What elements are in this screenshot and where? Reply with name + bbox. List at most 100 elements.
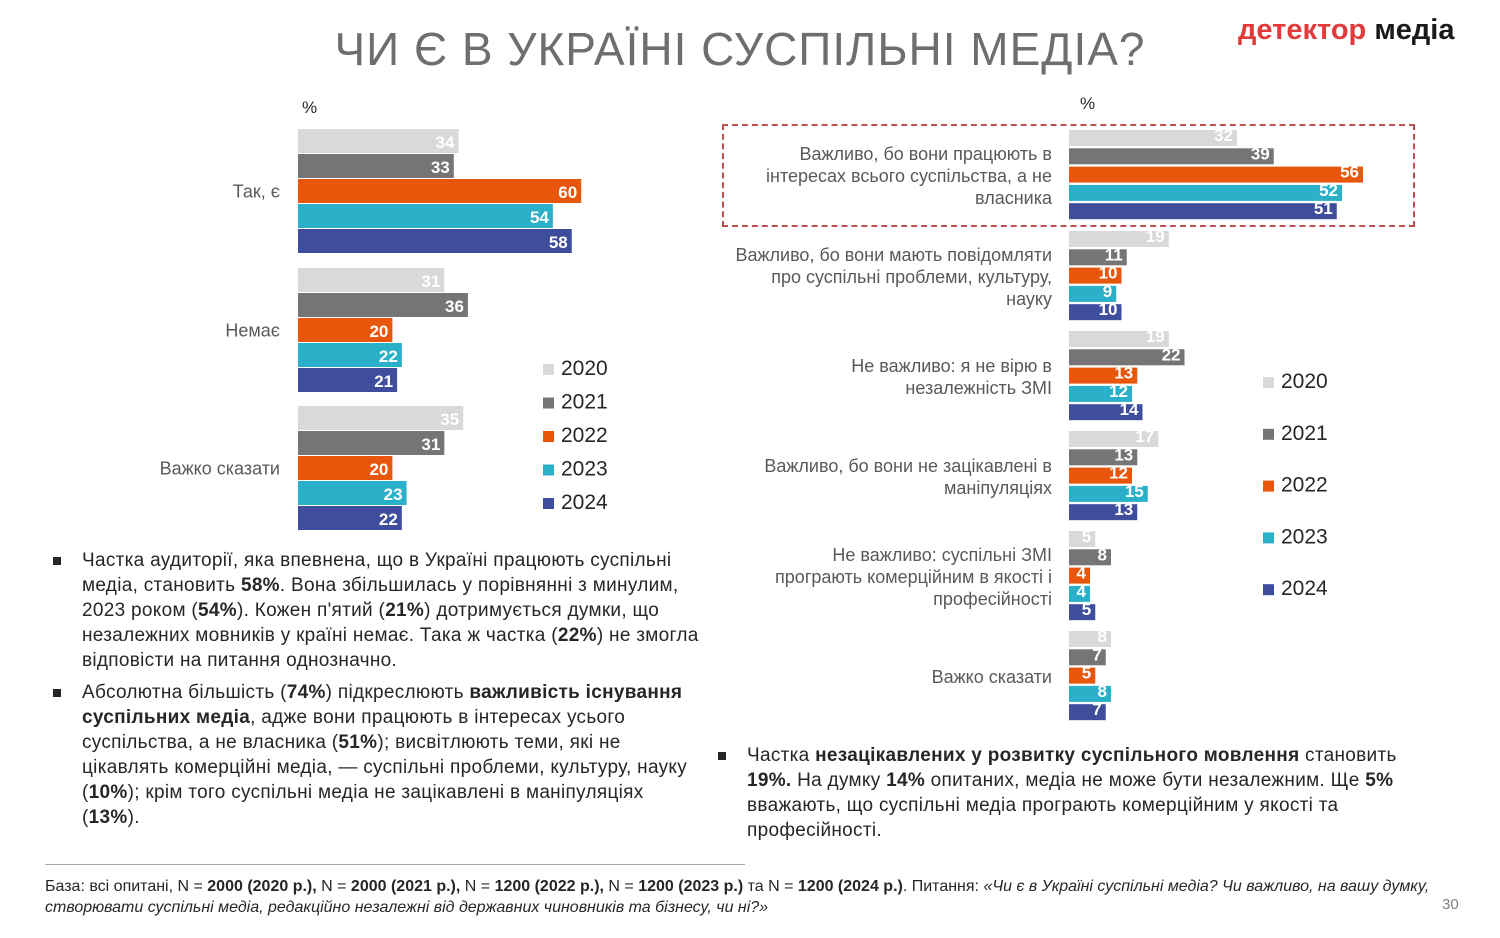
right-chart-unit-label: % xyxy=(1080,94,1096,113)
right-value-label: 14 xyxy=(1120,400,1139,419)
bullet-text-segment: опитаних, медіа не може бути незалежним.… xyxy=(925,770,1366,791)
right-legend-label: 2021 xyxy=(1281,422,1328,445)
bullet-text-segment: важливість існування суспільних медіа xyxy=(82,682,683,728)
bullet-text-segment: 58% xyxy=(240,575,280,596)
footnote-segment: 1200 (2022 р.), xyxy=(494,878,604,895)
right-bar-2022-5 xyxy=(1069,667,1096,684)
right-value-label: 12 xyxy=(1109,464,1128,483)
left-bar-2024-0 xyxy=(298,229,572,253)
right-value-label: 17 xyxy=(1135,427,1154,446)
left-legend-label: 2021 xyxy=(561,391,608,414)
left-bar-2024-2 xyxy=(298,506,402,530)
bullet-text-segment: . Вона збільшилась у порівнянні з минули… xyxy=(82,575,679,621)
left-legend-swatch-2024 xyxy=(543,498,554,509)
right-bar-2023-4 xyxy=(1069,585,1090,602)
left-bar-2020-1 xyxy=(298,268,445,292)
left-bar-2023-2 xyxy=(298,481,407,505)
right-value-label: 19 xyxy=(1146,327,1165,346)
bullet-text-segment: вважають, що суспільні медіа програють к… xyxy=(747,795,1339,841)
left-legend-label: 2023 xyxy=(561,458,608,481)
left-bar-2022-0 xyxy=(298,179,582,203)
left-bar-2021-2 xyxy=(298,431,445,455)
right-value-label: 8 xyxy=(1098,682,1107,701)
right-bar-2024-4 xyxy=(1069,604,1096,621)
bullet-text-segment: становить xyxy=(1299,745,1397,766)
left-value-label: 60 xyxy=(558,183,577,202)
bullet-text-segment: 5% xyxy=(1365,770,1394,791)
left-value-label: 36 xyxy=(445,297,464,316)
right-bar-2021-2 xyxy=(1069,349,1185,366)
logo-part-1: детектор xyxy=(1238,14,1367,46)
right-legend-swatch-2020 xyxy=(1263,377,1274,388)
footnote-segment: N = xyxy=(460,878,495,895)
left-bar-2023-1 xyxy=(298,343,402,367)
right-bar-2022-4 xyxy=(1069,567,1090,584)
right-bar-2020-1 xyxy=(1069,231,1169,247)
brand-logo: детектор медіа xyxy=(1238,14,1455,47)
left-legend-swatch-2020 xyxy=(543,364,554,375)
footnote-segment: . Питання: xyxy=(902,878,984,895)
logo-part-2: медіа xyxy=(1374,14,1455,46)
bullet-text-segment: ); висвітлюють теми, які не цікавлять ко… xyxy=(82,732,688,803)
right-summary-text: Частка незацікавлених у розвитку суспіль… xyxy=(710,743,1420,850)
highlight-frame xyxy=(722,124,1415,227)
bullet-item: Частка незацікавлених у розвитку суспіль… xyxy=(710,743,1420,843)
right-value-label: 4 xyxy=(1077,582,1087,601)
bullet-text-segment: ) не змогла відповісти на питання однозн… xyxy=(82,625,699,671)
right-bar-2020-2 xyxy=(1069,331,1169,347)
bullet-text-segment: На думку xyxy=(791,770,887,791)
right-value-label: 32 xyxy=(1214,126,1233,145)
right-bar-2024-5 xyxy=(1069,704,1106,721)
left-value-label: 20 xyxy=(369,460,388,479)
bullet-text-segment: ) дотримується думки, що незалежних мовн… xyxy=(82,600,660,646)
bullet-text-segment: 10% xyxy=(88,782,128,803)
left-value-label: 31 xyxy=(421,272,440,291)
right-bar-2022-0 xyxy=(1069,166,1363,183)
bullet-text-segment: 51% xyxy=(338,732,378,753)
footnote-divider xyxy=(45,864,745,865)
left-bar-2021-1 xyxy=(298,293,468,317)
bullet-text-segment: 21% xyxy=(385,600,425,621)
footnote-segment: 1200 (2023 р.) xyxy=(638,878,744,895)
right-bar-2020-5 xyxy=(1069,631,1111,647)
right-value-label: 15 xyxy=(1125,482,1144,501)
bullet-text-segment: 13% xyxy=(88,807,128,828)
right-value-label: 22 xyxy=(1162,345,1181,364)
right-legend-swatch-2023 xyxy=(1263,532,1274,544)
right-value-label: 7 xyxy=(1092,700,1101,719)
bullet-text-segment: , адже вони працюють в інтересах усього … xyxy=(82,707,626,753)
right-bar-2023-5 xyxy=(1069,685,1111,702)
bullet-text-segment: 19%. xyxy=(747,770,792,791)
right-value-label: 19 xyxy=(1146,227,1165,246)
footnote: База: всі опитані, N = 2000 (2020 р.), N… xyxy=(45,876,1435,918)
right-category-label: Важливо, бо вони не зацікавлені в маніпул… xyxy=(764,456,1052,498)
footnote-segment: N = xyxy=(316,878,351,895)
right-category-label: Важливо, бо вони мають повідомляти про су… xyxy=(735,245,1052,309)
left-legend-swatch-2022 xyxy=(543,431,554,442)
right-value-label: 39 xyxy=(1251,144,1270,163)
right-value-label: 5 xyxy=(1082,600,1091,619)
right-value-label: 11 xyxy=(1105,245,1123,264)
right-legend-swatch-2024 xyxy=(1263,584,1274,596)
right-bar-2021-1 xyxy=(1069,249,1127,266)
right-bar-2022-3 xyxy=(1069,467,1132,484)
right-legend-label: 2023 xyxy=(1281,525,1328,548)
left-value-label: 58 xyxy=(549,233,568,252)
right-bar-2022-2 xyxy=(1069,367,1138,384)
right-value-label: 5 xyxy=(1082,527,1091,546)
left-summary-text: Частка аудиторії, яка впевнена, що в Укр… xyxy=(45,548,705,837)
left-bar-2022-1 xyxy=(298,318,393,342)
left-value-label: 34 xyxy=(436,133,455,152)
left-bar-2023-0 xyxy=(298,204,553,228)
right-value-label: 9 xyxy=(1103,282,1112,301)
right-value-label: 13 xyxy=(1114,445,1133,464)
bullet-text-segment: Абсолютна більшість ( xyxy=(82,682,287,703)
bullet-text-segment: 14% xyxy=(886,770,926,791)
right-value-label: 52 xyxy=(1319,181,1338,200)
right-bar-2020-0 xyxy=(1069,130,1237,146)
left-value-label: 20 xyxy=(369,322,388,341)
right-value-label: 12 xyxy=(1109,382,1128,401)
footnote-segment: «Чи є в Україні суспільні медіа? Чи важл… xyxy=(45,878,1430,916)
footnote-segment: База: всі опитані, N = xyxy=(45,878,208,895)
